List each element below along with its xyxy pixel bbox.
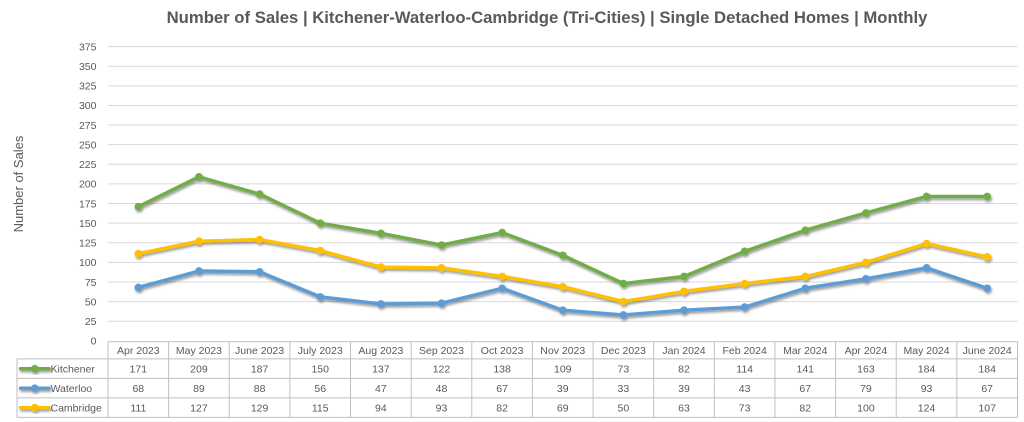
svg-text:47: 47 [375,383,387,395]
svg-text:Waterloo: Waterloo [51,383,93,395]
svg-text:114: 114 [736,363,753,375]
svg-text:184: 184 [918,363,936,375]
svg-text:June 2023: June 2023 [235,345,284,357]
svg-text:Feb 2024: Feb 2024 [722,345,767,357]
svg-text:69: 69 [557,402,569,414]
svg-text:Nov 2023: Nov 2023 [540,345,585,357]
svg-text:94: 94 [375,402,387,414]
svg-text:56: 56 [314,383,326,395]
svg-text:June 2024: June 2024 [963,345,1012,357]
svg-text:79: 79 [860,383,872,395]
svg-text:138: 138 [493,363,511,375]
svg-text:43: 43 [739,383,751,395]
svg-text:375: 375 [79,41,97,53]
svg-text:107: 107 [978,402,996,414]
svg-text:209: 209 [190,363,208,375]
svg-text:171: 171 [130,363,148,375]
svg-text:Number of Sales: Number of Sales [11,135,26,232]
svg-text:150: 150 [79,218,97,230]
svg-text:Oct 2023: Oct 2023 [481,345,524,357]
svg-text:325: 325 [79,81,97,93]
svg-text:Apr 2023: Apr 2023 [117,345,160,357]
svg-text:124: 124 [918,402,936,414]
svg-text:109: 109 [554,363,572,375]
svg-text:68: 68 [132,383,144,395]
svg-text:141: 141 [797,363,815,375]
svg-text:122: 122 [433,363,451,375]
svg-text:Sep 2023: Sep 2023 [419,345,464,357]
svg-text:67: 67 [496,383,508,395]
svg-text:175: 175 [79,198,97,210]
svg-text:225: 225 [79,159,97,171]
svg-text:275: 275 [79,120,97,132]
svg-text:May 2024: May 2024 [903,345,949,357]
svg-text:48: 48 [436,383,448,395]
svg-text:163: 163 [857,363,875,375]
svg-text:50: 50 [618,402,630,414]
svg-text:200: 200 [79,179,97,191]
svg-text:93: 93 [921,383,933,395]
svg-text:Jan 2024: Jan 2024 [662,345,705,357]
svg-text:115: 115 [312,402,329,414]
svg-text:184: 184 [978,363,996,375]
svg-text:82: 82 [799,402,811,414]
svg-text:33: 33 [618,383,630,395]
svg-text:39: 39 [557,383,569,395]
svg-text:150: 150 [311,363,329,375]
svg-text:67: 67 [981,383,993,395]
svg-text:July 2023: July 2023 [298,345,343,357]
svg-text:137: 137 [372,363,390,375]
svg-text:Mar 2024: Mar 2024 [783,345,828,357]
svg-text:Aug 2023: Aug 2023 [358,345,403,357]
svg-text:67: 67 [799,383,811,395]
svg-text:82: 82 [496,402,508,414]
svg-text:100: 100 [857,402,875,414]
svg-text:75: 75 [85,277,97,289]
svg-text:93: 93 [436,402,448,414]
svg-text:89: 89 [193,383,205,395]
svg-text:May 2023: May 2023 [176,345,222,357]
svg-text:Kitchener: Kitchener [51,363,96,375]
svg-text:25: 25 [85,316,97,328]
svg-text:Dec 2023: Dec 2023 [601,345,646,357]
svg-text:111: 111 [130,402,146,414]
svg-text:127: 127 [190,402,208,414]
svg-text:Cambridge: Cambridge [51,402,103,414]
svg-text:300: 300 [79,100,97,112]
svg-text:0: 0 [91,336,97,348]
svg-text:63: 63 [678,402,690,414]
svg-text:Apr 2024: Apr 2024 [845,345,888,357]
svg-text:82: 82 [678,363,690,375]
svg-text:39: 39 [678,383,690,395]
svg-text:73: 73 [739,402,751,414]
svg-text:187: 187 [251,363,269,375]
svg-text:88: 88 [254,383,266,395]
svg-text:125: 125 [79,238,97,250]
svg-text:Number of Sales | Kitchener-Wa: Number of Sales | Kitchener-Waterloo-Cam… [167,8,928,27]
svg-text:73: 73 [618,363,630,375]
svg-text:350: 350 [79,61,97,73]
svg-text:129: 129 [251,402,269,414]
svg-text:100: 100 [79,257,97,269]
svg-text:50: 50 [85,296,97,308]
svg-text:250: 250 [79,139,97,151]
